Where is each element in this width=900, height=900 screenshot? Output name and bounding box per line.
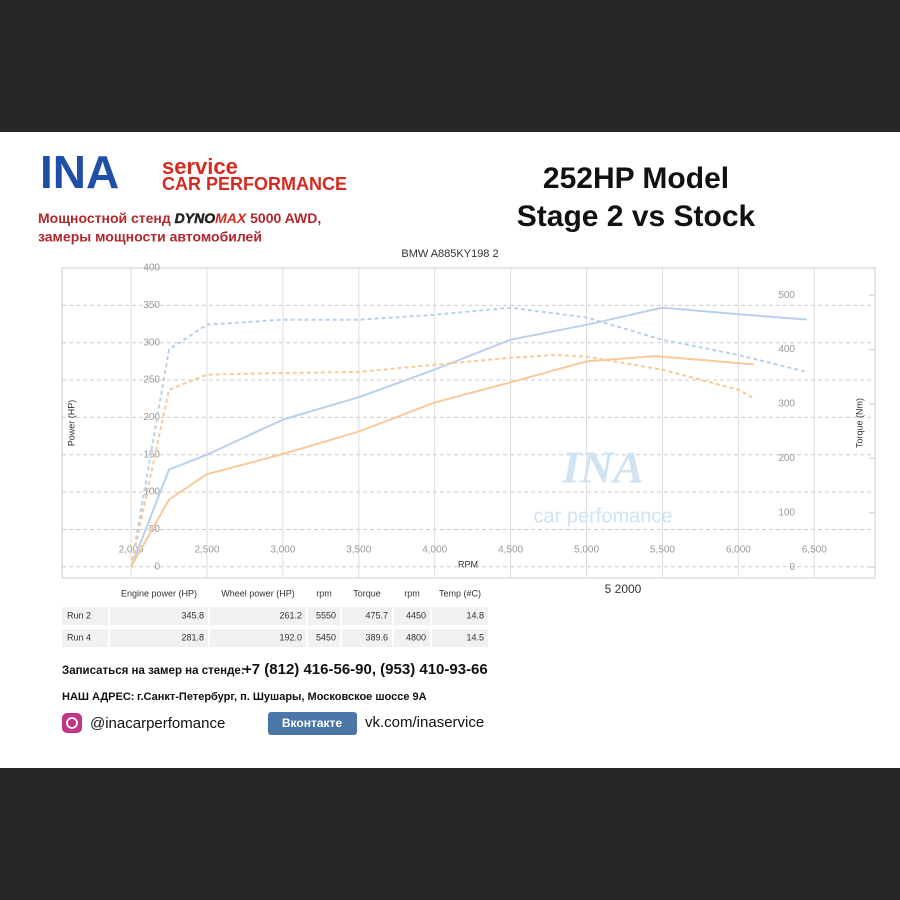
table-cell	[110, 607, 208, 625]
y2-tick-label: 400	[778, 344, 795, 355]
annotation: 5 2000	[605, 582, 642, 596]
table-cell	[308, 629, 340, 647]
y-tick-label: 100	[143, 487, 160, 498]
subtitle: замеры мощности автомобилей	[38, 229, 262, 245]
x-tick-label: 4,500	[498, 545, 523, 556]
series-line	[130, 306, 807, 568]
logo: INA	[40, 146, 119, 198]
x-tick-label: 2,000	[119, 545, 144, 556]
x-tick-label: 5,500	[650, 545, 675, 556]
y-tick-label: 50	[149, 524, 161, 535]
table-cell	[308, 607, 340, 625]
table-cell	[62, 629, 108, 647]
stand-line: Мощностной стенд DYNOMAX 5000 AWD,	[38, 210, 321, 226]
table-value: 5450	[316, 632, 336, 642]
table-header: rpm	[316, 588, 332, 598]
table-header: Engine power (HP)	[121, 588, 197, 598]
table-cell	[210, 629, 306, 647]
x-tick-label: 5,000	[574, 545, 599, 556]
x-tick-label: 6,500	[802, 545, 827, 556]
table-value: 4450	[406, 610, 426, 620]
series-line	[130, 355, 754, 568]
phones: +7 (812) 416-56-90, (953) 410-93-66	[243, 661, 488, 678]
y-tick-label: 400	[143, 263, 160, 274]
watermark: car perfomance	[534, 505, 673, 527]
table-value: 4800	[406, 632, 426, 642]
table-value: 5550	[316, 610, 336, 620]
table-header: Torque	[353, 588, 381, 598]
address: г.Санкт-Петербург, п. Шушары, Московское…	[137, 691, 427, 703]
x-tick-label: 4,000	[422, 545, 447, 556]
y2-tick-label: 200	[778, 453, 795, 464]
chart-title: BMW A885KY198 2	[401, 248, 498, 260]
address-label: НАШ АДРЕС:	[62, 691, 134, 703]
headline: 252HP Model	[543, 162, 729, 195]
table-header: Wheel power (HP)	[221, 588, 295, 598]
plot: 2,000 2,500 3,000 3,500 4,000 4,500 5,000 5,500…	[61, 263, 876, 579]
vk-logo-text: Вконтакте	[282, 716, 343, 730]
table-cell	[210, 607, 306, 625]
instagram-icon-lens	[66, 717, 78, 729]
vk: vk.com/inaservice	[365, 714, 484, 731]
x-tick-label: 3,000	[270, 545, 295, 556]
watermark: INA	[561, 442, 644, 493]
y2-tick-label: 500	[778, 290, 795, 301]
table-cell	[394, 607, 430, 625]
y-tick-label: 0	[154, 561, 160, 572]
y2-tick-label: 100	[778, 507, 795, 518]
vk-logo	[268, 712, 357, 735]
table-value: 192.0	[279, 632, 302, 642]
instagram-icon	[62, 713, 82, 733]
bottom-band	[0, 768, 900, 900]
x-tick-label: 3,500	[346, 545, 371, 556]
y-axis-label: Power (HP)	[66, 400, 76, 447]
table-cell	[432, 629, 488, 647]
y-tick-label: 350	[143, 300, 160, 311]
table-header: rpm	[404, 588, 420, 598]
max: MAX	[215, 210, 248, 226]
plot-area	[61, 267, 876, 579]
table: Engine power (HP) Wheel power (HP) rpm Torq…	[62, 588, 488, 647]
table-cell	[432, 607, 488, 625]
table-value: 475.7	[365, 610, 388, 620]
headline: Stage 2 vs Stock	[517, 200, 756, 233]
table-cell	[342, 629, 392, 647]
logo-service: service	[162, 154, 238, 179]
y2-tick-label: 0	[789, 562, 795, 573]
table-cell	[62, 607, 108, 625]
logo-performance: CAR PERFORMANCE	[162, 174, 347, 194]
table-value: 345.8	[181, 610, 204, 620]
y-tick-label: 300	[143, 337, 160, 348]
y-tick-label: 250	[143, 375, 160, 386]
x-axis-label: RPM	[458, 559, 478, 569]
table-value: 281.8	[181, 632, 204, 642]
table-value: 389.6	[365, 632, 388, 642]
x-tick-label: 6,000	[726, 545, 751, 556]
top-band	[0, 0, 900, 132]
dyno: DYNO	[175, 210, 216, 226]
table-cell	[342, 607, 392, 625]
table-value: 14.8	[466, 610, 484, 620]
instagram: @inacarperfomance	[90, 715, 225, 732]
series-line	[130, 306, 807, 568]
y2-tick-label: 300	[778, 399, 795, 410]
table-cell	[110, 629, 208, 647]
stand: Мощностной стенд	[38, 210, 171, 226]
row-label: Run 4	[67, 632, 91, 642]
table-value: 14.5	[466, 632, 484, 642]
awd: 5000 AWD,	[250, 210, 321, 226]
table-cell	[394, 629, 430, 647]
row-label: Run 2	[67, 610, 91, 620]
table-value: 261.2	[279, 610, 302, 620]
y2-axis-label: Torque (Nm)	[854, 398, 864, 448]
booking: Записаться на замер на стенде:	[62, 665, 245, 677]
table-header: Temp (#C)	[439, 588, 481, 598]
y-tick-label: 200	[143, 412, 160, 423]
y-tick-label: 150	[143, 449, 160, 460]
x-tick-label: 2,500	[194, 545, 219, 556]
